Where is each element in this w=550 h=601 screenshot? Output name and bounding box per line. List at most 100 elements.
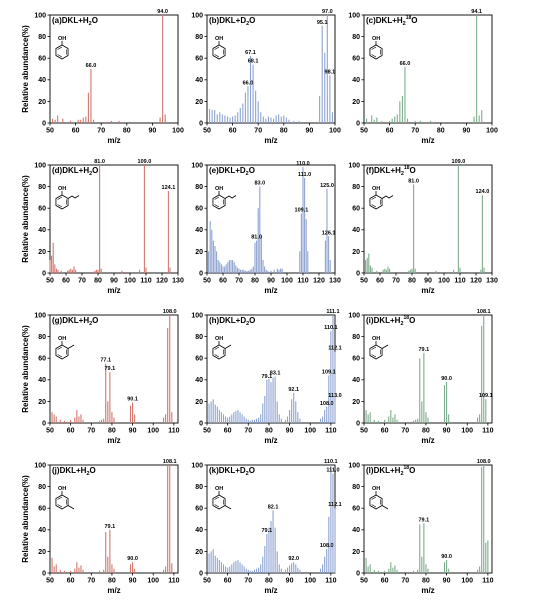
x-axis-title: m/z [421, 136, 434, 145]
y-axis-title: Relative abundance(%) [21, 475, 30, 563]
double-bond [57, 496, 63, 500]
peak-label: 66.0 [86, 63, 97, 69]
double-bond [371, 196, 377, 200]
panel-tag: (h) [209, 316, 220, 325]
double-bond [214, 46, 220, 50]
peak-label: 97.0 [322, 9, 333, 15]
hydroxyl-label: OH [58, 336, 66, 342]
y-tick-label: 60 [352, 506, 360, 513]
peak-label: 90.0 [441, 376, 452, 382]
panel-subscript: 2 [246, 321, 249, 327]
double-bond [57, 504, 63, 508]
x-tick-label: 50 [203, 278, 211, 285]
double-bond [57, 54, 63, 58]
panel-compound: DKL+D [219, 316, 246, 325]
x-tick-label: 70 [254, 128, 262, 135]
peak-label: 90.0 [441, 554, 452, 560]
y-tick-label: 20 [352, 549, 360, 556]
peak-label: 94.0 [157, 9, 168, 15]
peak-label: 98.1 [325, 69, 336, 75]
x-tick-label: 70 [87, 578, 95, 585]
peak-label: 77.1 [100, 358, 111, 364]
peak-label: 81.0 [251, 235, 262, 241]
x-tick-label: 60 [72, 128, 80, 135]
x-tick-label: 100 [147, 578, 159, 585]
hydroxyl-label: OH [372, 186, 380, 192]
panel-tag: (g) [52, 316, 63, 325]
x-tick-label: 100 [486, 128, 498, 135]
panel-compound: DKL+H [60, 466, 87, 475]
panel-i: 50 60 70 80 90 100 110 0 20 40 60 80 100 m/z (i)DKL+H2… [348, 309, 493, 445]
molecule-structure-phenol: OH [212, 36, 226, 60]
y-tick-label: 100 [191, 312, 203, 319]
molecule-structure-phenol: OH [55, 36, 69, 60]
x-tick-label: 70 [97, 128, 105, 135]
y-tick-label: 40 [352, 77, 360, 84]
y-tick-label: 40 [195, 527, 203, 534]
x-tick-label: 80 [265, 578, 273, 585]
benzene-ring [212, 494, 226, 510]
panel-compound: DKL+H [374, 316, 401, 325]
panel-subscript: 2 [246, 171, 249, 177]
panel-title: (b)DKL+D2O [209, 16, 255, 27]
x-tick-label: 90 [306, 128, 314, 135]
y-tick-label: 40 [352, 527, 360, 534]
y-tick-label: 0 [42, 570, 46, 577]
y-tick-label: 100 [191, 462, 203, 469]
panel-g: 50 60 70 80 90 100 110 0 20 40 60 80 100 Relative abu… [21, 309, 180, 445]
peak-label: 124.1 [162, 185, 176, 191]
x-tick-label: 110 [482, 428, 493, 435]
y-tick-label: 20 [195, 249, 203, 256]
methyl-group [224, 505, 232, 510]
x-tick-label: 60 [224, 428, 232, 435]
x-tick-label: 90 [443, 428, 451, 435]
panel-title: (d)DKL+H2O [52, 166, 98, 177]
x-axis-title: m/z [264, 136, 277, 145]
y-tick-label: 0 [42, 270, 46, 277]
y-tick-label: 60 [195, 506, 203, 513]
y-tick-label: 60 [195, 356, 203, 363]
peak-label: 113.0 [328, 393, 341, 399]
hydroxyl-label: OH [372, 36, 380, 42]
peak-label: 109.0 [138, 159, 152, 165]
x-tick-label: 50 [360, 278, 368, 285]
benzene-ring [212, 44, 226, 60]
y-tick-label: 60 [38, 506, 46, 513]
x-tick-label: 70 [87, 428, 95, 435]
y-tick-label: 0 [356, 120, 360, 127]
x-tick-label: 120 [156, 278, 168, 285]
x-tick-label: 110 [454, 278, 465, 285]
panel-tag: (f) [366, 166, 374, 175]
y-tick-label: 20 [38, 249, 46, 256]
molecule-structure-guaiacol: OH [55, 186, 80, 210]
panel-subscript: 2 [401, 171, 404, 177]
y-tick-label: 80 [195, 184, 203, 191]
double-bond [57, 354, 63, 358]
hydroxyl-label: OH [58, 36, 66, 42]
x-tick-label: 60 [386, 128, 394, 135]
y-tick-label: 20 [195, 549, 203, 556]
methyl-group [381, 505, 389, 510]
panel-tag: (c) [366, 16, 376, 25]
hydroxyl-label: OH [215, 36, 223, 42]
peak-label: 79.1 [262, 374, 273, 380]
panel-compound: DKL+H [62, 16, 89, 25]
x-tick-label: 60 [381, 428, 389, 435]
x-tick-label: 110 [325, 428, 336, 435]
double-bond [371, 346, 377, 350]
y-axis-title: Relative abundance(%) [21, 25, 30, 113]
double-bond [371, 54, 377, 58]
panel-d: 50 60 70 80 90 100 110 120 130 0 20 40 60 80 100 Relati… [21, 159, 184, 295]
panel-tag: (a) [52, 16, 62, 25]
x-tick-label: 100 [461, 578, 473, 585]
molecule-structure-guaiacol: OH [212, 186, 237, 210]
panel-subscript: 2 [246, 21, 249, 27]
x-axis-title: m/z [264, 586, 277, 595]
y-tick-label: 20 [38, 399, 46, 406]
hydroxyl-label: OH [215, 186, 223, 192]
panel-compound: DKL+H [376, 16, 403, 25]
x-tick-label: 50 [360, 428, 368, 435]
peak-label: 92.1 [288, 387, 299, 393]
x-tick-label: 50 [203, 128, 211, 135]
plot-frame [49, 14, 179, 124]
